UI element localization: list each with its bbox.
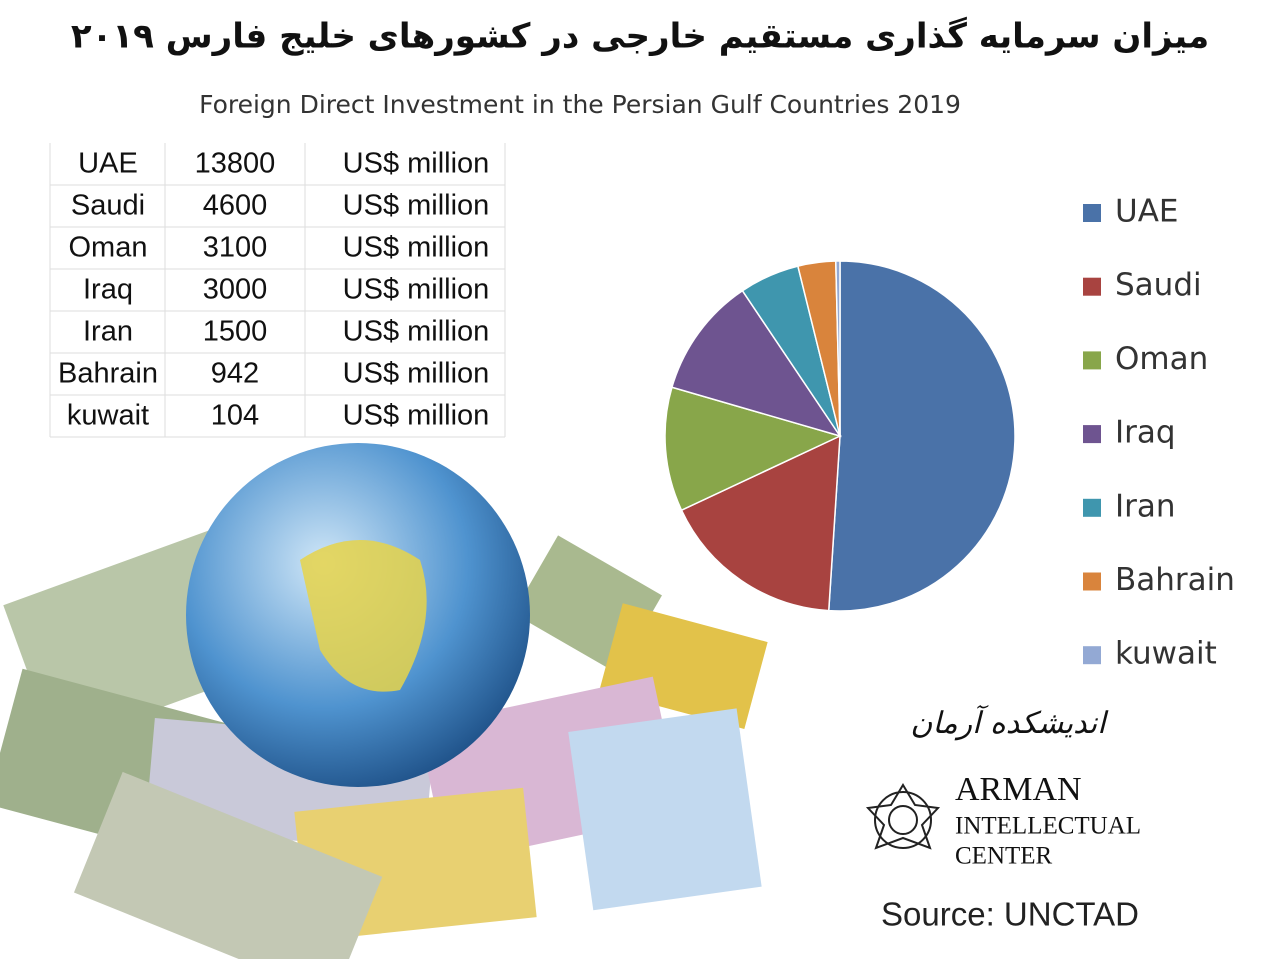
- legend-label: Oman: [1115, 341, 1208, 377]
- table-unit: US$ million: [343, 190, 490, 222]
- logo-line1: ARMAN: [955, 771, 1082, 808]
- table-bg: [50, 143, 505, 437]
- legend-label: UAE: [1115, 194, 1178, 230]
- pie-slice: [680, 434, 841, 612]
- table-unit: US$ million: [343, 148, 490, 180]
- table-country: UAE: [78, 148, 138, 180]
- legend-swatch: [1083, 498, 1101, 517]
- title-fa: میزان سرمایه گذاری مستقیم خارجی در کشوره…: [71, 17, 1209, 57]
- legend-label: Saudi: [1115, 267, 1202, 303]
- table-country: Bahrain: [58, 358, 158, 390]
- legend-swatch: [1083, 572, 1101, 591]
- table-country: kuwait: [67, 400, 149, 432]
- table-unit: US$ million: [343, 274, 490, 306]
- pie-slice: [827, 260, 1016, 612]
- legend-swatch: [1083, 425, 1101, 444]
- table-value: 3000: [203, 274, 268, 306]
- table-unit: US$ million: [343, 316, 490, 348]
- legend-label: Iraq: [1115, 415, 1176, 451]
- table-country: Saudi: [71, 190, 145, 222]
- table-value: 104: [211, 400, 259, 432]
- source: Source: UNCTAD: [881, 896, 1139, 933]
- logo-line2: INTELLECTUAL: [955, 813, 1141, 840]
- pie-slice: [671, 289, 842, 438]
- table-country: Iraq: [83, 274, 133, 306]
- table-value: 1500: [203, 316, 268, 348]
- legend-swatch: [1083, 277, 1101, 296]
- table-value: 4600: [203, 190, 268, 222]
- table-country: Iran: [83, 316, 133, 348]
- logo-line3: CENTER: [955, 843, 1053, 870]
- legend-label: Bahrain: [1115, 562, 1235, 598]
- table-country: Oman: [69, 232, 148, 264]
- money-illustration: [0, 443, 768, 959]
- logo-name-fa: اندیشکده آرمان: [910, 704, 1109, 741]
- table-value: 3100: [203, 232, 268, 264]
- legend-label: Iran: [1115, 488, 1176, 524]
- table-value: 13800: [195, 148, 276, 180]
- legend-label: kuwait: [1115, 636, 1217, 672]
- table-unit: US$ million: [343, 400, 490, 432]
- legend-swatch: [1083, 204, 1101, 222]
- logo-icon: [865, 783, 941, 850]
- legend-swatch: [1083, 351, 1101, 370]
- chart-title: Foreign Direct Investment in the Persian…: [199, 90, 961, 119]
- legend-swatch: [1083, 646, 1101, 665]
- table-unit: US$ million: [343, 358, 490, 390]
- table-value: 942: [211, 358, 259, 390]
- pie-slice: [835, 260, 841, 437]
- pie-slice: [664, 386, 843, 512]
- table-unit: US$ million: [343, 232, 490, 264]
